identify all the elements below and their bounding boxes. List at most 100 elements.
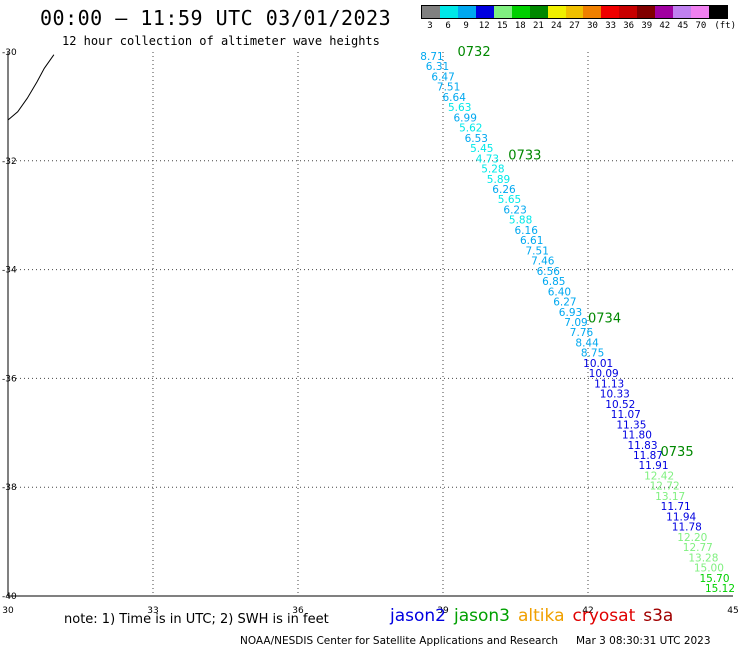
lon-tick-label: 45 — [727, 606, 738, 616]
wave-height-label: 6.53 — [465, 133, 488, 145]
legend-swatch — [475, 6, 494, 18]
lon-tick-label: 36 — [292, 606, 304, 616]
wave-height-label: 8.44 — [575, 338, 599, 350]
legend-unit: (ft) — [714, 21, 736, 31]
wave-height-label: 6.23 — [503, 205, 526, 217]
lon-tick-label: 39 — [437, 606, 449, 616]
wave-height-label: 12.42 — [644, 471, 674, 483]
wave-height-label: 7.76 — [570, 327, 594, 339]
wave-height-label: 5.63 — [448, 102, 471, 114]
wave-height-label: 7.51 — [437, 82, 460, 94]
legend-tick-label: 12 — [478, 21, 490, 31]
lon-tick-label: 30 — [2, 606, 14, 616]
satellite-track: 8.716.316.477.516.645.636.995.626.535.45… — [420, 51, 735, 595]
wave-height-label: 11.71 — [661, 501, 691, 513]
lat-tick-label: -38 — [2, 483, 17, 493]
legend-tick-label: 70 — [695, 21, 707, 31]
lat-tick-label: -32 — [2, 157, 17, 167]
pass-time-label: 0732 — [458, 45, 491, 60]
pass-time-label: 0735 — [661, 445, 694, 460]
legend-swatch — [422, 6, 440, 18]
legend-tick-label: 45 — [677, 21, 689, 31]
lat-tick-label: -30 — [2, 48, 17, 58]
footnote: note: 1) Time is in UTC; 2) SWH is in fe… — [64, 612, 329, 627]
legend-swatches — [421, 5, 728, 19]
wave-height-label: 11.35 — [616, 419, 646, 431]
wave-height-label: 5.89 — [487, 174, 510, 186]
generated-timestamp: Mar 3 08:30:31 UTC 2023 — [576, 635, 711, 647]
wave-height-label: 12.77 — [683, 542, 713, 554]
satellite-name: jason3 — [454, 606, 510, 626]
satellite-name: cryosat — [572, 606, 636, 626]
wave-height-label: 11.78 — [672, 522, 702, 534]
legend-swatch — [673, 6, 692, 18]
map-title: 00:00 – 11:59 UTC 03/01/2023 — [40, 6, 392, 30]
legend-tick-label: 21 — [532, 21, 544, 31]
wave-height-label: 6.26 — [492, 184, 516, 196]
wave-height-label: 7.46 — [531, 256, 555, 268]
wave-height-label: 5.45 — [470, 143, 493, 155]
wave-height-label: 12.72 — [650, 481, 680, 493]
legend-tick-label: 15 — [496, 21, 508, 31]
wave-height-label: 6.99 — [454, 112, 477, 124]
legend-ticks: 3 6 9 12 15 18 21 24 27 30 33 36 39 42 45 70 — [421, 19, 728, 33]
legend-swatch — [709, 6, 727, 18]
legend-tick-label: 33 — [605, 21, 617, 31]
wave-height-label: 13.17 — [655, 491, 685, 503]
wave-height-label: 6.64 — [443, 92, 467, 104]
legend-swatch — [493, 6, 512, 18]
wave-height-label: 15.00 — [694, 563, 724, 575]
wave-height-label: 11.94 — [666, 511, 696, 523]
wave-height-label: 6.85 — [542, 276, 565, 288]
wave-height-label: 11.07 — [611, 409, 641, 421]
legend-tick-label: 18 — [514, 21, 526, 31]
satellite-legend: jason2 jason3 altika cryosat s3a — [390, 606, 681, 626]
wave-height-label: 13.28 — [688, 552, 718, 564]
wave-height-label: 6.31 — [426, 61, 449, 73]
legend-tick-label: 42 — [659, 21, 671, 31]
lon-tick-label: 42 — [582, 606, 593, 616]
legend-tick-label: 24 — [551, 21, 562, 31]
lat-tick-label: -34 — [2, 266, 17, 276]
grid-lines — [7, 52, 733, 597]
legend-swatch — [655, 6, 674, 18]
lat-tick-label: -40 — [2, 592, 17, 602]
wave-height-label: 12.20 — [677, 532, 707, 544]
pass-time-label: 0734 — [588, 312, 621, 327]
wave-height-label: 6.47 — [431, 72, 454, 84]
legend-swatch — [439, 6, 458, 18]
wave-height-label: 7.09 — [564, 317, 587, 329]
color-legend: 3 6 9 12 15 18 21 24 27 30 33 36 39 42 45 70 (ft) — [421, 5, 736, 35]
legend-tick-label: 9 — [463, 21, 469, 31]
wave-height-label: 5.88 — [509, 215, 532, 227]
axis-labels: 30 33 36 39 42 45 -30 -32 -34 -36 -38 -40 — [2, 48, 739, 616]
legend-swatch — [619, 6, 638, 18]
pass-time-label: 0733 — [508, 148, 541, 163]
legend-tick-label: 36 — [623, 21, 635, 31]
lat-tick-label: -36 — [2, 374, 17, 384]
wave-height-label: 8.75 — [581, 348, 604, 360]
wave-height-label: 11.91 — [638, 460, 668, 472]
legend-swatch — [637, 6, 656, 18]
credit-agency: NOAA/NESDIS Center for Satellite Applica… — [240, 635, 558, 647]
wave-height-label: 10.52 — [605, 399, 635, 411]
legend-swatch — [547, 6, 566, 18]
wave-height-label: 5.65 — [498, 194, 521, 206]
lon-tick-label: 33 — [147, 606, 158, 616]
legend-tick-label: 30 — [587, 21, 598, 31]
wave-height-label: 11.80 — [622, 430, 652, 442]
legend-swatch — [583, 6, 602, 18]
wave-height-label: 7.51 — [526, 245, 549, 257]
satellite-name: jason2 — [390, 606, 446, 626]
wave-height-label: 10.33 — [600, 389, 630, 401]
wave-height-label: 11.87 — [633, 450, 663, 462]
legend-swatch — [457, 6, 476, 18]
credit-line: NOAA/NESDIS Center for Satellite Applica… — [240, 635, 711, 647]
wave-height-label: 11.83 — [627, 440, 657, 452]
wave-height-label: 6.16 — [515, 225, 539, 237]
time-labels: 0732 0733 0734 0735 — [458, 45, 694, 460]
legend-swatch — [565, 6, 584, 18]
wave-height-label: 15.12 — [705, 583, 735, 595]
satellite-name: s3a — [643, 606, 674, 626]
